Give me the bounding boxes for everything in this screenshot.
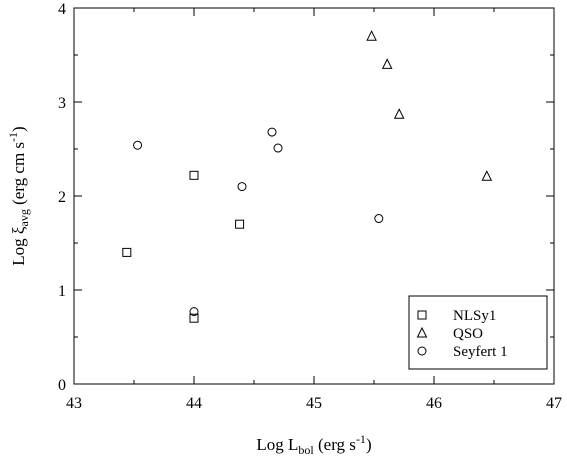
y-axis-title: Log ξavg (erg cm s-1) — [6, 126, 31, 265]
y-tick-label: 1 — [58, 283, 66, 300]
legend-label-qso: QSO — [453, 326, 483, 342]
legend: NLSy1 QSO Seyfert 1 — [408, 295, 548, 370]
x-tick-label: 44 — [186, 395, 202, 412]
nlsy1-point — [122, 247, 132, 257]
y-axis-title-main: Log ξ — [9, 226, 28, 266]
legend-marker-qso — [416, 326, 428, 338]
seyfert-1-point — [374, 214, 384, 224]
legend-label-seyfert-1: Seyfert 1 — [453, 344, 508, 360]
axis-ticks — [73, 7, 555, 385]
x-axis-title-sup: -1 — [356, 432, 366, 446]
seyfert-1-point — [267, 127, 277, 137]
nlsy1-point — [235, 219, 245, 229]
nlsy1-point — [189, 170, 199, 180]
seyfert-1-point — [237, 182, 247, 192]
seyfert-1-point — [189, 307, 199, 317]
x-tick-label: 46 — [426, 395, 442, 412]
legend-marker-seyfert-1 — [417, 346, 427, 356]
nlsy1-point — [189, 313, 199, 323]
y-tick-label: 3 — [58, 95, 66, 112]
qso-point — [381, 58, 393, 69]
qso-point — [393, 108, 405, 119]
y-axis-title-close: ) — [9, 126, 28, 132]
x-axis-title: Log Lbol (erg s-1) — [256, 432, 371, 457]
seyfert-1-point — [273, 143, 283, 153]
y-axis-title-sub: avg — [17, 209, 31, 226]
x-axis-title-close: ) — [366, 435, 372, 454]
legend-label-nlsy1: NLSy1 — [453, 308, 496, 324]
tick-labels: 43 44 45 46 47 0 1 2 3 4 — [58, 1, 562, 412]
x-tick-label: 45 — [306, 395, 322, 412]
x-axis-title-sub: bol — [298, 443, 314, 457]
y-axis-title-unit: (erg cm s — [9, 142, 28, 209]
seyfert-1-point — [133, 140, 143, 150]
qso-point — [366, 30, 377, 41]
data-points — [122, 30, 493, 323]
qso-point — [481, 170, 493, 181]
legend-marker-nlsy1 — [417, 310, 427, 320]
y-tick-label: 4 — [58, 1, 66, 18]
y-axis-title-sup: -1 — [6, 132, 20, 142]
x-axis-title-main: Log L — [256, 435, 298, 454]
x-tick-label: 43 — [66, 395, 82, 412]
x-axis-title-unit: (erg s — [314, 435, 356, 454]
x-tick-label: 47 — [546, 395, 562, 412]
y-tick-label: 0 — [58, 377, 66, 394]
legend-box — [408, 295, 548, 370]
y-tick-label: 2 — [58, 189, 66, 206]
